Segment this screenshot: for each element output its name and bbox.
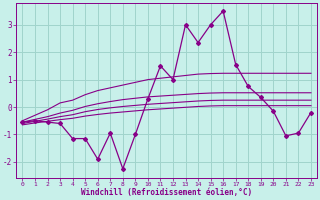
X-axis label: Windchill (Refroidissement éolien,°C): Windchill (Refroidissement éolien,°C)	[81, 188, 252, 197]
